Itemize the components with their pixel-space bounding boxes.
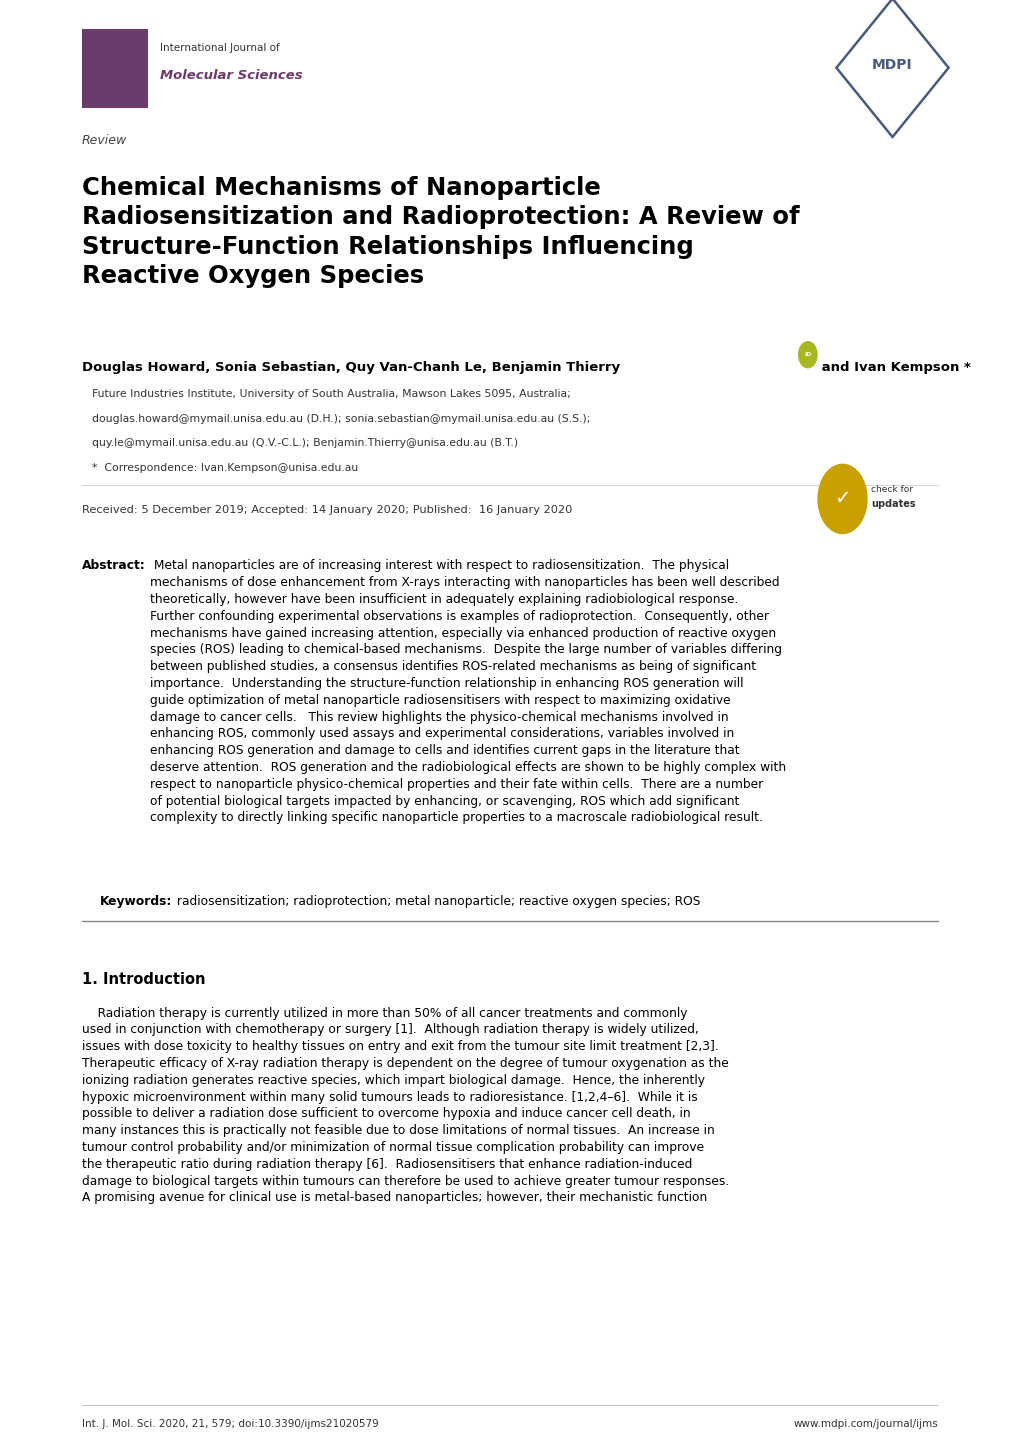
- Text: radiosensitization; radioprotection; metal nanoparticle; reactive oxygen species: radiosensitization; radioprotection; met…: [173, 895, 700, 908]
- Text: Metal nanoparticles are of increasing interest with respect to radiosensitizatio: Metal nanoparticles are of increasing in…: [150, 559, 786, 825]
- Text: douglas.howard@mymail.unisa.edu.au (D.H.); sonia.sebastian@mymail.unisa.edu.au (: douglas.howard@mymail.unisa.edu.au (D.H.…: [92, 414, 590, 424]
- Text: Molecular Sciences: Molecular Sciences: [160, 69, 303, 82]
- Text: Chemical Mechanisms of Nanoparticle
Radiosensitization and Radioprotection: A Re: Chemical Mechanisms of Nanoparticle Radi…: [82, 176, 799, 288]
- Text: iD: iD: [803, 352, 811, 358]
- Text: Douglas Howard, Sonia Sebastian, Quy Van-Chanh Le, Benjamin Thierry: Douglas Howard, Sonia Sebastian, Quy Van…: [82, 360, 620, 373]
- Text: Review: Review: [82, 134, 126, 147]
- Text: Abstract:: Abstract:: [82, 559, 146, 572]
- Text: Future Industries Institute, University of South Australia, Mawson Lakes 5095, A: Future Industries Institute, University …: [92, 389, 570, 399]
- Circle shape: [817, 464, 866, 534]
- Text: quy.le@mymail.unisa.edu.au (Q.V.-C.L.); Benjamin.Thierry@unisa.edu.au (B.T.): quy.le@mymail.unisa.edu.au (Q.V.-C.L.); …: [92, 438, 518, 448]
- Text: Keywords:: Keywords:: [100, 895, 172, 908]
- Text: MDPI: MDPI: [871, 58, 912, 72]
- Text: and Ivan Kempson *: and Ivan Kempson *: [816, 360, 970, 373]
- Text: Received: 5 December 2019; Accepted: 14 January 2020; Published:  16 January 202: Received: 5 December 2019; Accepted: 14 …: [82, 505, 572, 515]
- Text: check for: check for: [870, 485, 912, 493]
- Text: Int. J. Mol. Sci. 2020, 21, 579; doi:10.3390/ijms21020579: Int. J. Mol. Sci. 2020, 21, 579; doi:10.…: [82, 1419, 378, 1429]
- Text: Radiation therapy is currently utilized in more than 50% of all cancer treatment: Radiation therapy is currently utilized …: [82, 1007, 729, 1204]
- Text: International Journal of: International Journal of: [160, 43, 279, 53]
- Text: 1. Introduction: 1. Introduction: [82, 972, 205, 986]
- Circle shape: [798, 342, 816, 368]
- Text: ✓: ✓: [834, 489, 850, 509]
- Text: www.mdpi.com/journal/ijms: www.mdpi.com/journal/ijms: [793, 1419, 937, 1429]
- FancyBboxPatch shape: [82, 29, 148, 108]
- Text: *  Correspondence: Ivan.Kempson@unisa.edu.au: * Correspondence: Ivan.Kempson@unisa.edu…: [92, 463, 358, 473]
- Text: updates: updates: [870, 499, 915, 509]
